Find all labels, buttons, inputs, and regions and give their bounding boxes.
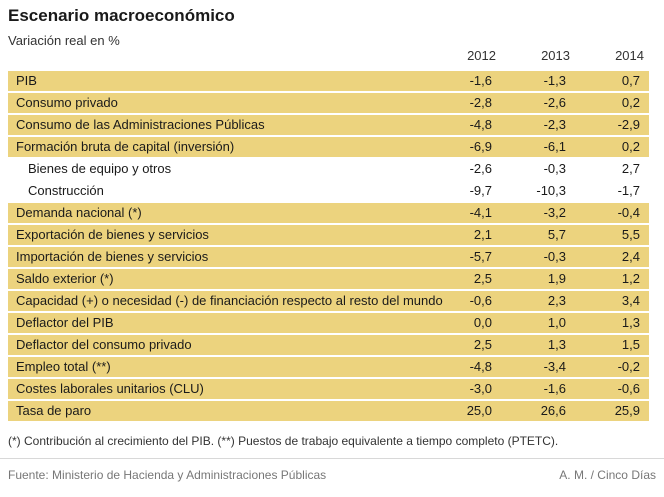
row-label: Tasa de paro xyxy=(16,403,92,418)
cell-value-2014: 0,2 xyxy=(621,95,640,110)
cell-value-2013: 1,0 xyxy=(547,315,566,330)
cell-value-2014: 2,7 xyxy=(621,161,640,176)
cell-value-2012: -0,6 xyxy=(469,293,492,308)
table-row: Construcción -9,7 -10,3 -1,7 xyxy=(8,181,649,201)
row-label: Consumo privado xyxy=(16,95,118,110)
cell-value-2013: -3,2 xyxy=(543,205,566,220)
cell-value-2012: 25,0 xyxy=(466,403,492,418)
cell-value-2012: 2,5 xyxy=(473,271,492,286)
table-row: Saldo exterior (*) 2,5 1,9 1,2 xyxy=(8,269,649,289)
row-label: Formación bruta de capital (inversión) xyxy=(16,139,235,154)
cell-value-2012: 2,1 xyxy=(473,227,492,242)
cell-value-2014: 2,4 xyxy=(621,249,640,264)
cell-value-2012: 2,5 xyxy=(473,337,492,352)
cell-value-2014: 5,5 xyxy=(621,227,640,242)
cell-value-2012: -2,6 xyxy=(469,161,492,176)
source-credit: Fuente: Ministerio de Hacienda y Adminis… xyxy=(8,468,327,482)
row-label: Consumo de las Administraciones Públicas xyxy=(16,117,265,132)
cell-value-2013: -1,3 xyxy=(543,73,566,88)
data-table: PIB -1,6 -1,3 0,7 Consumo privado -2,8 -2,6 0,2… xyxy=(8,71,649,423)
cell-value-2014: 25,9 xyxy=(614,403,640,418)
cell-value-2013: 5,7 xyxy=(547,227,566,242)
cell-value-2014: 0,7 xyxy=(621,73,640,88)
cell-value-2014: -0,2 xyxy=(617,359,640,374)
cell-value-2012: -4,1 xyxy=(469,205,492,220)
cell-value-2014: 1,2 xyxy=(621,271,640,286)
year-header-2013: 2013 xyxy=(541,48,570,63)
row-label: Exportación de bienes y servicios xyxy=(16,227,209,242)
table-row: Deflactor del PIB 0,0 1,0 1,3 xyxy=(8,313,649,333)
cell-value-2012: -3,0 xyxy=(469,381,492,396)
table-row: Formación bruta de capital (inversión) -6… xyxy=(8,137,649,157)
row-label: Deflactor del consumo privado xyxy=(16,337,192,352)
cell-value-2013: -0,3 xyxy=(543,249,566,264)
cell-value-2013: -2,3 xyxy=(543,117,566,132)
cell-value-2014: -0,6 xyxy=(617,381,640,396)
row-label: Bienes de equipo y otros xyxy=(28,161,172,176)
row-label: Saldo exterior (*) xyxy=(16,271,114,286)
cell-value-2012: 0,0 xyxy=(473,315,492,330)
cell-value-2014: 0,2 xyxy=(621,139,640,154)
cell-value-2012: -5,7 xyxy=(469,249,492,264)
cell-value-2014: -0,4 xyxy=(617,205,640,220)
table-row: Deflactor del consumo privado 2,5 1,3 1,5 xyxy=(8,335,649,355)
table-row: Exportación de bienes y servicios 2,1 5,7 5… xyxy=(8,225,649,245)
table-subtitle: Variación real en % xyxy=(8,33,120,48)
table-row: Consumo privado -2,8 -2,6 0,2 xyxy=(8,93,649,113)
row-label: Importación de bienes y servicios xyxy=(16,249,209,264)
cell-value-2014: -2,9 xyxy=(617,117,640,132)
cell-value-2013: 26,6 xyxy=(540,403,566,418)
table-row: Consumo de las Administraciones Públicas… xyxy=(8,115,649,135)
cell-value-2013: 1,9 xyxy=(547,271,566,286)
cell-value-2012: -1,6 xyxy=(469,73,492,88)
row-label: Deflactor del PIB xyxy=(16,315,114,330)
table-row: Costes laborales unitarios (CLU) -3,0 -1,6… xyxy=(8,379,649,399)
cell-value-2013: -2,6 xyxy=(543,95,566,110)
row-label: Construcción xyxy=(28,183,104,198)
cell-value-2014: -1,7 xyxy=(617,183,640,198)
cell-value-2012: -6,9 xyxy=(469,139,492,154)
row-label: PIB xyxy=(16,73,37,88)
cell-value-2013: -1,6 xyxy=(543,381,566,396)
cell-value-2014: 3,4 xyxy=(621,293,640,308)
cell-value-2013: -6,1 xyxy=(543,139,566,154)
footer-divider xyxy=(0,458,664,459)
row-label: Demanda nacional (*) xyxy=(16,205,142,220)
cell-value-2013: -10,3 xyxy=(536,183,566,198)
table-row: Importación de bienes y servicios -5,7 -0,… xyxy=(8,247,649,267)
table-row: Bienes de equipo y otros -2,6 -0,3 2,7 xyxy=(8,159,649,179)
author-credit: A. M. / Cinco Días xyxy=(559,468,656,482)
table-row: Tasa de paro 25,0 26,6 25,9 xyxy=(8,401,649,421)
year-header-2014: 2014 xyxy=(615,48,644,63)
table-row: Empleo total (**) -4,8 -3,4 -0,2 xyxy=(8,357,649,377)
table-title: Escenario macroeconómico xyxy=(8,6,235,25)
row-label: Empleo total (**) xyxy=(16,359,111,374)
cell-value-2012: -4,8 xyxy=(469,359,492,374)
row-label: Capacidad (+) o necesidad (-) de financi… xyxy=(16,293,443,308)
cell-value-2012: -9,7 xyxy=(469,183,492,198)
cell-value-2013: 1,3 xyxy=(547,337,566,352)
table-row: Demanda nacional (*) -4,1 -3,2 -0,4 xyxy=(8,203,649,223)
cell-value-2012: -2,8 xyxy=(469,95,492,110)
table-row: PIB -1,6 -1,3 0,7 xyxy=(8,71,649,91)
cell-value-2014: 1,5 xyxy=(621,337,640,352)
cell-value-2013: 2,3 xyxy=(547,293,566,308)
table-row: Capacidad (+) o necesidad (-) de financi… xyxy=(8,291,649,311)
cell-value-2014: 1,3 xyxy=(621,315,640,330)
cell-value-2013: -3,4 xyxy=(543,359,566,374)
year-header-row: 2012 2013 2014 xyxy=(8,48,649,68)
cell-value-2012: -4,8 xyxy=(469,117,492,132)
footnote: (*) Contribución al crecimiento del PIB.… xyxy=(8,434,559,448)
row-label: Costes laborales unitarios (CLU) xyxy=(16,381,204,396)
cell-value-2013: -0,3 xyxy=(543,161,566,176)
year-header-2012: 2012 xyxy=(467,48,496,63)
